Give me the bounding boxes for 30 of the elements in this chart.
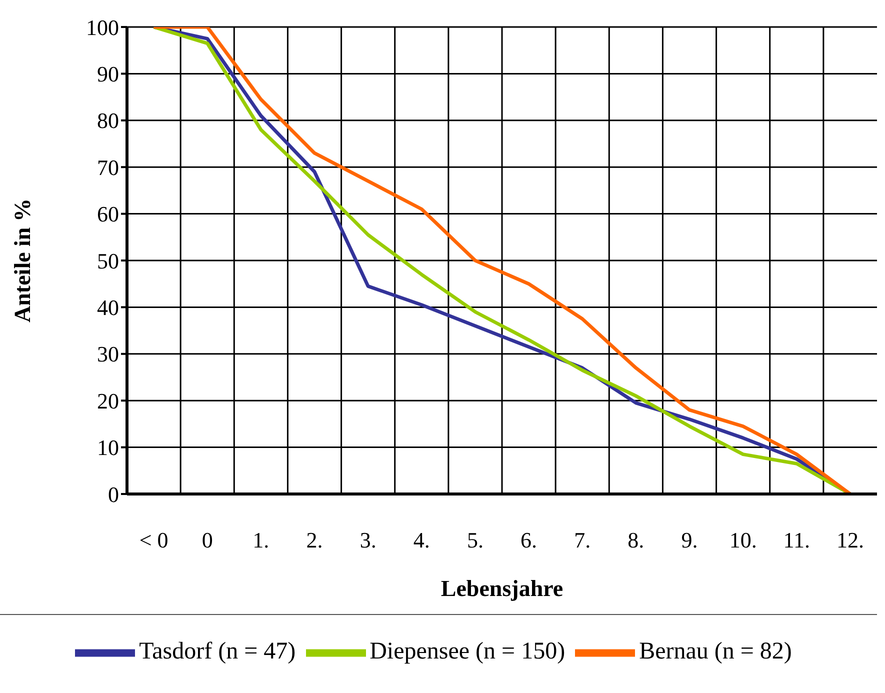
x-tick-label: 3.: [360, 528, 376, 553]
legend-label: Diepensee (n = 150): [370, 638, 566, 665]
y-tick-label: 20: [97, 388, 119, 414]
x-tick-label: 7.: [574, 528, 591, 553]
y-tick-label: 0: [108, 482, 119, 507]
y-tick-label: 40: [97, 295, 119, 320]
legend-label: Tasdorf (n = 47): [139, 638, 296, 665]
x-tick-label: 8.: [628, 528, 644, 553]
y-tick-label: 10: [97, 435, 119, 460]
y-tick-label: 50: [97, 248, 119, 274]
x-tick-label: < 0: [139, 528, 168, 553]
y-tick-label: 60: [97, 202, 119, 227]
y-tick-label: 100: [86, 14, 119, 40]
x-tick-label: 10.: [729, 528, 757, 553]
x-tick-label: 11.: [783, 528, 810, 553]
x-tick-label: 9.: [681, 528, 698, 553]
x-tick-label: 2.: [306, 528, 323, 553]
y-tick-label: 80: [97, 108, 119, 134]
x-tick-label: 1.: [252, 528, 270, 553]
x-tick-label: 12.: [836, 528, 864, 553]
y-tick-label: 70: [97, 154, 119, 180]
x-tick-label: 5.: [466, 528, 484, 553]
x-tick-label: 4.: [413, 528, 430, 553]
y-tick-label: 90: [97, 62, 119, 87]
y-tick-label: 30: [97, 342, 119, 367]
y-axis-title: Anteile in %: [10, 198, 36, 322]
legend-label: Bernau (n = 82): [639, 638, 792, 665]
x-axis-title: Lebensjahre: [440, 576, 564, 601]
x-tick-label: 6.: [520, 528, 538, 553]
x-tick-label: 0: [202, 528, 213, 553]
